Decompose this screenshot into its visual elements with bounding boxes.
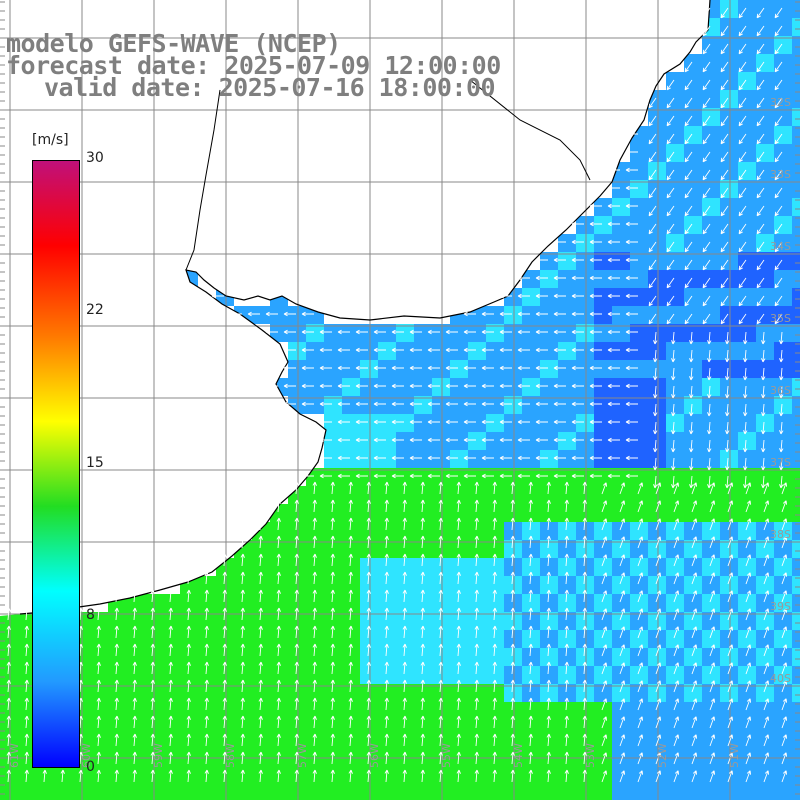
lon-label: 56W xyxy=(368,743,381,768)
coastline xyxy=(19,0,711,615)
lat-label: 34S xyxy=(770,240,791,253)
model-title: modelo GEFS-WAVE (NCEP) xyxy=(6,29,341,58)
lon-label: 58W xyxy=(224,743,237,768)
lon-label: 57W xyxy=(296,743,309,768)
colorbar-tick-15: 15 xyxy=(86,455,104,471)
lon-label: 54W xyxy=(512,743,525,768)
colorbar-tick-22: 22 xyxy=(86,302,104,318)
lat-label: 40S xyxy=(770,672,791,685)
colorbar-tick-30: 30 xyxy=(86,150,104,166)
lat-label: 32S xyxy=(770,96,791,109)
latitude-labels: 32S 33S 34S 35S 36S 37S 38S 39S 40S xyxy=(770,96,791,685)
lat-label: 33S xyxy=(770,168,791,181)
lat-label: 36S xyxy=(770,384,791,397)
lon-label: 61W xyxy=(8,743,21,768)
longitude-labels: 61W 60W 59W 58W 57W 56W 55W 54W 53W 52W 51W xyxy=(8,743,741,768)
lon-label: 53W xyxy=(584,743,597,768)
colorbar-tick-0: 0 xyxy=(86,759,95,775)
lon-label: 60W xyxy=(80,743,93,768)
lon-label: 55W xyxy=(440,743,453,768)
lon-label: 51W xyxy=(728,743,741,768)
colorbar-unit: [m/s] xyxy=(32,132,69,148)
lat-label: 39S xyxy=(770,600,791,613)
lat-label: 35S xyxy=(770,312,791,325)
lon-label: 52W xyxy=(656,743,669,768)
valid-date: valid date: 2025-07-16 18:00:00 xyxy=(44,73,496,102)
colorbar xyxy=(32,160,80,768)
lat-label: 38S xyxy=(770,528,791,541)
lon-label: 59W xyxy=(152,743,165,768)
forecast-date: forecast date: 2025-07-09 12:00:00 xyxy=(6,51,501,80)
lat-label: 37S xyxy=(770,456,791,469)
colorbar-tick-8: 8 xyxy=(86,607,95,623)
